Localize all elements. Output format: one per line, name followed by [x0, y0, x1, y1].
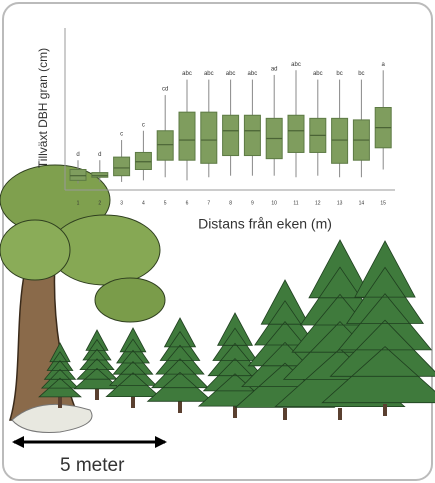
box	[201, 112, 217, 163]
box	[135, 152, 151, 169]
box	[70, 170, 86, 181]
box	[288, 115, 304, 152]
box	[114, 157, 130, 176]
x-tick-label: 4	[142, 200, 145, 206]
significance-letter: abc	[182, 71, 192, 77]
x-tick-label: 13	[337, 200, 343, 206]
box	[332, 118, 348, 163]
x-tick-label: 7	[207, 200, 210, 206]
x-tick-label: 6	[186, 200, 189, 206]
significance-letter: d	[98, 152, 101, 158]
x-tick-label: 2	[98, 200, 101, 206]
x-tick-label: 3	[120, 200, 123, 206]
significance-letter: abc	[313, 71, 323, 77]
significance-letter: bc	[358, 71, 364, 77]
significance-letter: c	[120, 132, 123, 138]
x-axis-label: Distans från eken (m)	[198, 216, 332, 232]
y-axis-label: Tillväxt DBH gran (cm)	[36, 48, 50, 168]
x-tick-label: 5	[164, 200, 167, 206]
significance-letter: d	[76, 152, 79, 158]
significance-letter: abc	[291, 62, 301, 68]
spruce-trunk	[283, 408, 287, 420]
significance-letter: abc	[248, 71, 258, 77]
box	[179, 112, 195, 160]
x-tick-label: 1	[77, 200, 80, 206]
oak-canopy	[0, 220, 70, 280]
x-tick-label: 12	[315, 200, 321, 206]
spruce-trunk	[95, 388, 99, 400]
x-tick-label: 14	[359, 200, 365, 206]
x-tick-label: 15	[380, 200, 386, 206]
significance-letter: bc	[336, 71, 342, 77]
x-tick-label: 8	[229, 200, 232, 206]
spruce-trunk	[178, 401, 182, 413]
oak-canopy	[95, 278, 165, 322]
box	[244, 115, 260, 155]
spruce-trunk	[383, 404, 387, 416]
figure: 5 meter Tillväxt DBH gran (cm) Distans f…	[0, 0, 435, 483]
box	[92, 173, 108, 178]
scale-label: 5 meter	[60, 455, 125, 476]
significance-letter: c	[142, 122, 145, 128]
spruce-trunk	[131, 396, 135, 408]
significance-letter: ad	[271, 67, 278, 73]
x-tick-label: 11	[293, 200, 298, 206]
significance-letter: abc	[204, 71, 214, 77]
box	[157, 131, 173, 160]
x-tick-label: 9	[251, 200, 254, 206]
spruce-trunk	[58, 396, 62, 408]
x-tick-label: 10	[271, 200, 277, 206]
box	[223, 115, 239, 155]
significance-letter: abc	[226, 71, 236, 77]
spruce-trunk	[338, 408, 342, 420]
significance-letter: cd	[162, 87, 168, 93]
